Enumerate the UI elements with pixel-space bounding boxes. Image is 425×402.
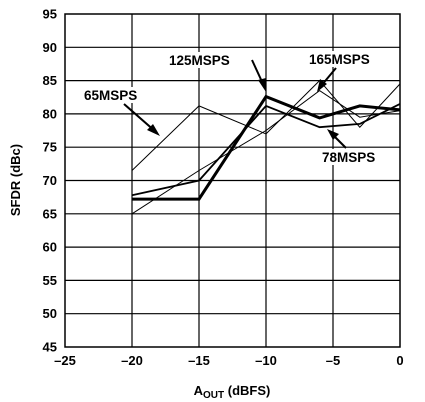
y-tick-label: 45	[43, 340, 57, 355]
y-tick-label: 75	[43, 140, 57, 155]
y-tick-label: 65	[43, 206, 57, 221]
arrowhead-65msps	[147, 124, 160, 136]
y-tick-labels: 45 50 55 60 65 70 75 80 85 90 95	[43, 7, 57, 355]
y-tick-label: 80	[43, 106, 57, 121]
y-tick-label: 60	[43, 240, 57, 255]
label-165msps: 165MSPS	[309, 52, 370, 67]
label-65msps: 65MSPS	[84, 88, 137, 103]
y-tick-label: 50	[43, 306, 57, 321]
annotation-65msps: 65MSPS	[82, 87, 160, 136]
y-tick-label: 55	[43, 273, 57, 288]
x-axis-label-main: A	[194, 383, 204, 398]
arrowhead-78msps	[327, 129, 339, 140]
x-tick-label: –25	[54, 353, 76, 368]
x-axis-label-rest: (dBFS)	[224, 383, 270, 398]
arrowhead-125msps	[258, 78, 266, 92]
label-125msps: 125MSPS	[169, 53, 230, 68]
y-tick-label: 85	[43, 73, 57, 88]
y-tick-label: 95	[43, 7, 57, 22]
arrowhead-165msps	[317, 79, 327, 92]
x-tick-label: –5	[326, 353, 340, 368]
x-axis-label-subscript: OUT	[203, 390, 224, 401]
series-line-165msps	[131, 89, 401, 215]
annotation-165msps: 165MSPS	[307, 51, 389, 92]
grid	[65, 14, 400, 347]
x-tick-label: –15	[188, 353, 210, 368]
x-tick-label: 0	[396, 353, 403, 368]
x-tick-label: –20	[121, 353, 143, 368]
series-lines	[131, 79, 401, 215]
series-line-78msps	[131, 103, 401, 197]
y-tick-label: 90	[43, 40, 57, 55]
x-axis-label: AOUT (dBFS)	[194, 383, 271, 401]
annotation-78msps: 78MSPS	[320, 129, 390, 165]
label-78msps: 78MSPS	[322, 150, 375, 165]
y-axis-label: SFDR (dBc)	[8, 144, 23, 216]
annotation-125msps: 125MSPS	[167, 52, 266, 92]
y-tick-label: 70	[43, 173, 57, 188]
x-tick-label: –10	[255, 353, 277, 368]
x-tick-labels: –25 –20 –15 –10 –5 0	[54, 353, 403, 368]
series-line-125msps	[132, 94, 401, 201]
